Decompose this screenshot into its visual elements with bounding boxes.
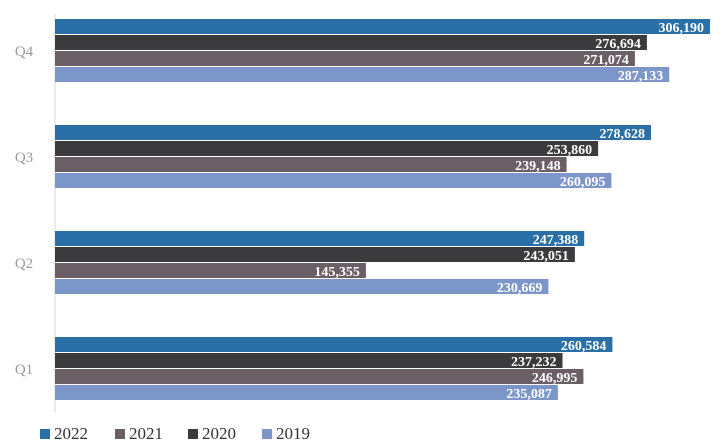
value-label-q2-2020: 145,355 — [314, 265, 360, 280]
legend-label-2021: 2021 — [129, 424, 163, 443]
category-label-q4: Q4 — [15, 44, 34, 60]
value-label-q2-2019: 230,669 — [497, 281, 543, 296]
bar-q1-2022 — [55, 337, 613, 352]
bar-q2-2021 — [55, 247, 575, 262]
value-label-q4-2019: 287,133 — [618, 69, 664, 84]
value-label-q1-2019: 235,087 — [506, 387, 552, 402]
legend-swatch-2022 — [40, 429, 50, 439]
value-label-q4-2021: 276,694 — [595, 37, 641, 52]
value-label-q1-2020: 246,995 — [532, 371, 578, 386]
legend-swatch-2021 — [115, 429, 125, 439]
value-label-q2-2021: 243,051 — [523, 249, 569, 264]
value-label-q3-2022: 278,628 — [600, 127, 646, 142]
legend-label-2019: 2019 — [276, 424, 310, 443]
category-label-q1: Q1 — [15, 362, 33, 378]
bar-q4-2019 — [55, 67, 670, 82]
bar-q4-2022 — [55, 19, 710, 34]
bar-q2-2022 — [55, 231, 585, 246]
category-labels-layer: Q1 Q2 Q3 Q4 — [15, 44, 34, 378]
bars-layer — [54, 14, 710, 412]
category-label-q3: Q3 — [15, 150, 33, 166]
value-label-q1-2021: 237,232 — [511, 355, 557, 370]
bar-q2-2020 — [55, 263, 366, 278]
bar-q3-2019 — [55, 173, 612, 188]
legend-swatch-2020 — [188, 429, 198, 439]
bar-q1-2021 — [55, 353, 563, 368]
value-label-q4-2020: 271,074 — [583, 53, 629, 68]
bar-q3-2021 — [55, 141, 599, 156]
legend-swatch-2019 — [262, 429, 272, 439]
value-label-q3-2019: 260,095 — [560, 175, 606, 190]
value-label-q4-2022: 306,190 — [659, 21, 705, 36]
category-label-q2: Q2 — [15, 256, 33, 272]
value-label-q3-2020: 239,148 — [515, 159, 561, 174]
value-label-q2-2022: 247,388 — [533, 233, 579, 248]
value-label-q1-2022: 260,584 — [561, 339, 607, 354]
bar-q4-2021 — [55, 35, 647, 50]
bar-q4-2020 — [55, 51, 635, 66]
bar-q1-2020 — [55, 369, 584, 384]
bar-q2-2019 — [55, 279, 549, 294]
legend-label-2020: 2020 — [202, 424, 236, 443]
bar-q3-2020 — [55, 157, 567, 172]
value-label-q3-2021: 253,860 — [547, 143, 593, 158]
bar-q3-2022 — [55, 125, 651, 140]
legend-label-2022: 2022 — [54, 424, 88, 443]
bar-q1-2019 — [55, 385, 558, 400]
legend: 2022 2021 2020 2019 — [40, 424, 310, 443]
